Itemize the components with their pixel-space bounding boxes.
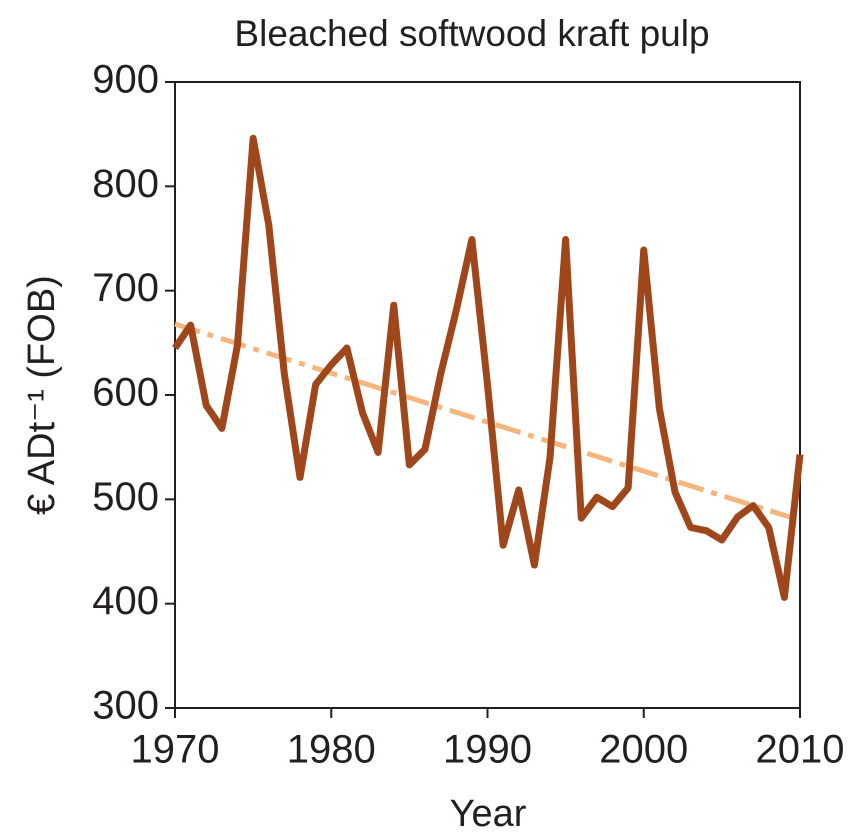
x-tick-label: 1980 — [287, 728, 376, 772]
data-line — [172, 134, 804, 601]
x-axis-title: Year — [450, 793, 527, 835]
x-tick-label: 1970 — [131, 728, 220, 772]
y-tick-label: 700 — [92, 266, 159, 310]
y-tick-label: 400 — [92, 579, 159, 623]
y-tick-label: 300 — [92, 684, 159, 728]
x-tick-label: 1990 — [443, 728, 532, 772]
y-tick-label: 900 — [92, 58, 159, 102]
y-tick-label: 500 — [92, 475, 159, 519]
y-tick-label: 800 — [92, 162, 159, 206]
chart-title: Bleached softwood kraft pulp — [234, 13, 709, 54]
y-tick-label: 600 — [92, 371, 159, 415]
x-tick-label: 2000 — [599, 728, 688, 772]
y-axis-title: € ADt⁻¹ (FOB) — [21, 275, 63, 515]
x-tick-label: 2010 — [756, 728, 845, 772]
